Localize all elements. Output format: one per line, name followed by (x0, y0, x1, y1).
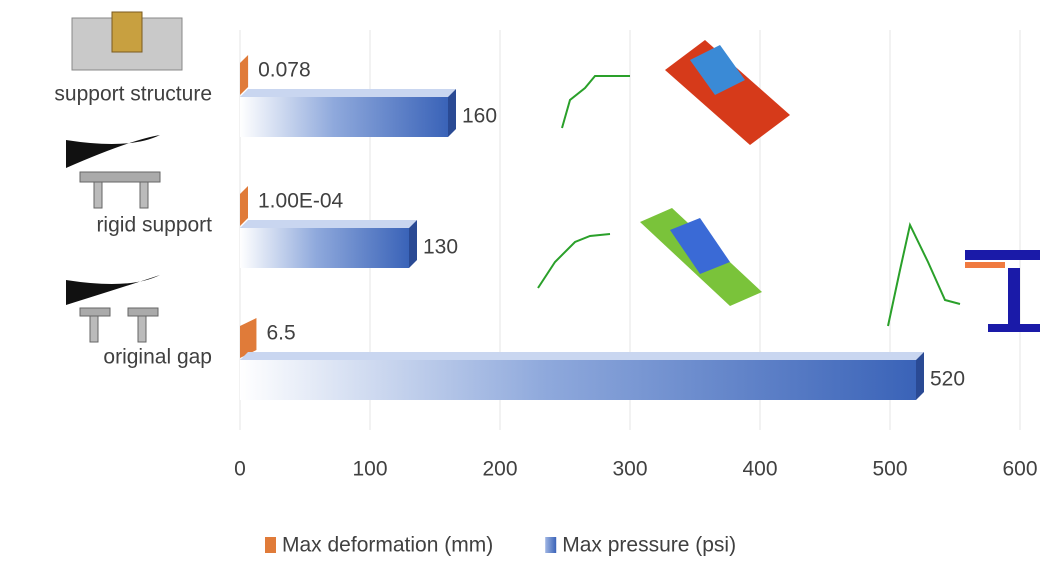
bar-end (916, 352, 924, 400)
category-label: rigid support (96, 214, 212, 237)
bar (240, 97, 448, 137)
value-label: 160 (462, 105, 497, 128)
bar-top (240, 89, 456, 97)
value-label: 130 (423, 236, 458, 259)
bar (240, 55, 248, 95)
bar-end (409, 220, 417, 268)
value-label: 520 (930, 368, 965, 391)
value-label: 0.078 (258, 59, 311, 82)
value-label: 6.5 (266, 322, 295, 345)
x-tick-label: 100 (352, 458, 387, 481)
bar (240, 360, 916, 400)
illustration (66, 12, 1040, 342)
bar (240, 186, 248, 226)
x-tick-label: 0 (234, 458, 246, 481)
x-tick-label: 500 (872, 458, 907, 481)
bar-end (448, 89, 456, 137)
bar (240, 228, 409, 268)
x-tick-label: 400 (742, 458, 777, 481)
bar-top (240, 220, 417, 228)
value-label: 1.00E-04 (258, 190, 344, 213)
bar-top (240, 352, 924, 360)
legend-swatch (545, 537, 556, 553)
legend-label: Max pressure (psi) (562, 534, 736, 557)
x-tick-label: 600 (1002, 458, 1037, 481)
category-label: support structure (54, 83, 212, 106)
x-tick-label: 300 (612, 458, 647, 481)
chart: 0 100 200 300 400 500 600 support structure 0.07… (0, 0, 1040, 561)
category-label: original gap (103, 346, 212, 369)
legend-label: Max deformation (mm) (282, 534, 493, 557)
legend-swatch (265, 537, 276, 553)
x-tick-label: 200 (482, 458, 517, 481)
